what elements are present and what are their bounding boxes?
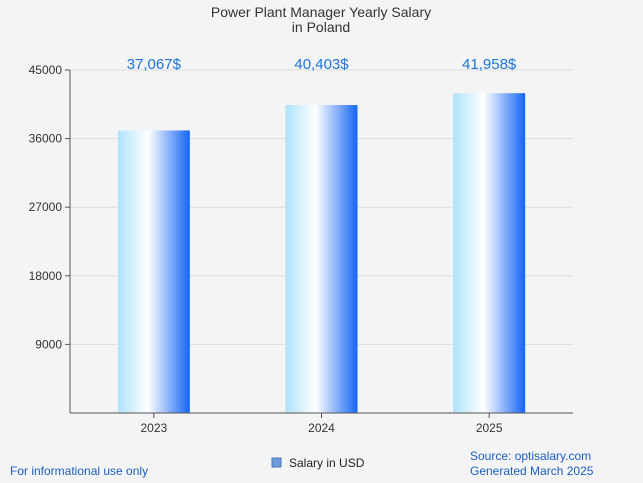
legend[interactable]: Salary in USD [271, 456, 365, 470]
bar-2025[interactable] [453, 93, 526, 413]
legend-swatch [271, 457, 282, 468]
y-tick-label: 18000 [29, 269, 63, 283]
legend-label: Salary in USD [289, 456, 365, 470]
chart-title-line-1: Power Plant Manager Yearly Salary [211, 4, 431, 20]
x-axis-categories: 2023 2024 2025 [140, 413, 503, 435]
y-tick-label: 36000 [29, 132, 63, 146]
y-tick-label: 9000 [35, 337, 62, 351]
chart-title-line-2: in Poland [292, 19, 350, 35]
y-tick-label: 45000 [29, 63, 63, 77]
footer-generated: Generated March 2025 [470, 464, 594, 478]
x-category-label: 2025 [476, 421, 503, 435]
y-axis-ticks: 9000 18000 27000 36000 45000 [29, 63, 70, 351]
x-category-label: 2023 [140, 421, 167, 435]
footer-source[interactable]: Source: optisalary.com [470, 449, 591, 463]
bars [117, 93, 526, 413]
x-category-label: 2024 [308, 421, 335, 435]
data-label-2024: 40,403$ [294, 56, 349, 73]
y-tick-label: 27000 [29, 200, 63, 214]
data-label-2025: 41,958$ [462, 56, 517, 73]
bar-2023[interactable] [117, 130, 190, 413]
footer-disclaimer: For informational use only [10, 464, 148, 478]
data-label-2023: 37,067$ [127, 56, 182, 73]
bar-2024[interactable] [285, 105, 358, 413]
data-labels: 37,067$ 40,403$ 41,958$ [127, 56, 517, 73]
